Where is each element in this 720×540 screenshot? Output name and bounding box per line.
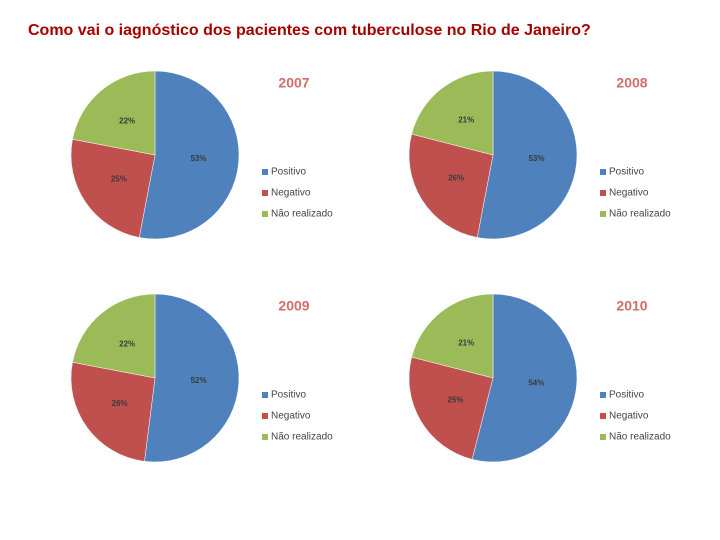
legend-swatch <box>262 169 268 175</box>
data-label: 25% <box>447 395 463 404</box>
data-label: 22% <box>119 339 135 348</box>
pie-slice <box>408 356 494 460</box>
legend-swatch <box>262 434 268 440</box>
chart-title: 2008 <box>616 75 647 91</box>
legend-swatch <box>600 211 606 217</box>
legend-swatch <box>600 392 606 398</box>
pie-slice <box>408 133 494 238</box>
legend-label: Negativo <box>271 188 311 199</box>
legend-swatch <box>600 413 606 419</box>
pie-slice <box>411 293 494 379</box>
pie-slice <box>72 70 156 156</box>
data-label: 53% <box>528 154 544 163</box>
data-label: 26% <box>448 174 464 183</box>
pie-slice <box>70 138 156 238</box>
legend-swatch <box>262 211 268 217</box>
legend-swatch <box>262 413 268 419</box>
legend-label: Positivo <box>609 167 644 178</box>
chart-title: 2010 <box>616 298 647 314</box>
pie-slice <box>144 293 240 463</box>
legend-label: Não realizado <box>609 432 671 443</box>
legend-label: Negativo <box>271 411 311 422</box>
legend-label: Positivo <box>609 390 644 401</box>
chart-title: 2009 <box>278 298 309 314</box>
data-label: 54% <box>528 379 544 388</box>
data-label: 25% <box>111 175 127 184</box>
pie-slice <box>476 70 578 240</box>
legend-label: Não realizado <box>271 209 333 220</box>
chart-title: 2007 <box>278 75 309 91</box>
data-label: 53% <box>190 154 206 163</box>
data-label: 26% <box>112 399 128 408</box>
legend-label: Negativo <box>609 411 649 422</box>
slide-title: Como vai o iagnóstico dos pacientes com … <box>28 22 591 39</box>
pie-slice <box>72 293 156 379</box>
legend-swatch <box>262 190 268 196</box>
pie-slice <box>138 70 240 240</box>
data-label: 21% <box>458 116 474 125</box>
legend-label: Negativo <box>609 188 649 199</box>
pie-slice <box>471 293 578 463</box>
legend-label: Positivo <box>271 390 306 401</box>
legend-swatch <box>262 392 268 398</box>
pie-slice <box>411 70 494 156</box>
legend-label: Não realizado <box>271 432 333 443</box>
pie-slice <box>70 361 156 462</box>
data-label: 22% <box>119 116 135 125</box>
legend-swatch <box>600 190 606 196</box>
legend-swatch <box>600 169 606 175</box>
legend-label: Positivo <box>271 167 306 178</box>
data-label: 21% <box>458 339 474 348</box>
data-label: 52% <box>191 376 207 385</box>
legend-swatch <box>600 434 606 440</box>
legend-label: Não realizado <box>609 209 671 220</box>
